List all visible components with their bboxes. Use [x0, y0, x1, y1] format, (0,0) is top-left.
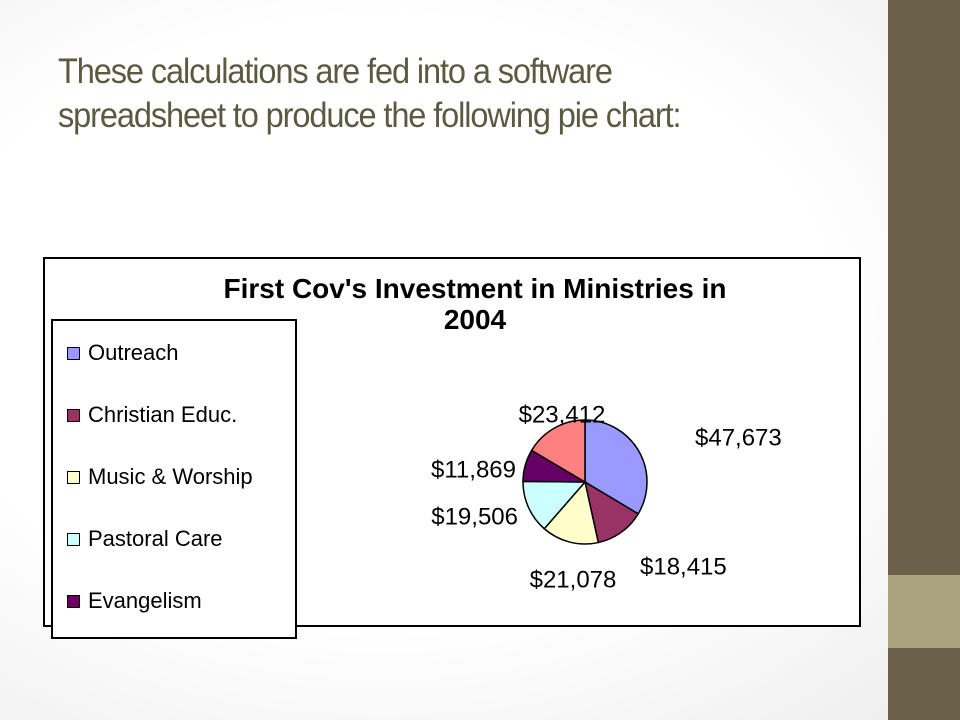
chart-title-line2: 2004 [443, 304, 507, 335]
legend-swatch [67, 346, 80, 360]
legend-item-music-worship: Music & Worship [67, 463, 253, 491]
pie-data-label: $18,415 [640, 553, 727, 580]
legend-swatch [67, 594, 80, 608]
pie-slice [522, 480, 587, 530]
pie-chart: $47,673 $18,415 $21,078 $19,506 $11,869 $23,4… [431, 401, 782, 593]
legend-item-outreach: Outreach [67, 339, 179, 367]
sidebar-light-band [888, 575, 960, 648]
legend-swatch [67, 470, 80, 484]
pie-data-label: $47,673 [695, 424, 782, 451]
slide-title-line2: spreadsheet to produce the following pie… [58, 96, 682, 135]
pie-data-label: $11,869 [431, 456, 516, 483]
legend-swatch [67, 408, 80, 422]
legend-item-evangelism: Evangelism [67, 587, 202, 615]
legend-label: Evangelism [88, 588, 202, 613]
chart-title-line1: First Cov's Investment in Ministries in [223, 273, 727, 304]
sidebar-dark-band [888, 0, 960, 575]
chart-title: First Cov's Investment in Ministries in … [105, 273, 845, 335]
chart-frame: First Cov's Investment in Ministries in … [43, 257, 861, 639]
legend-item-christian-educ: Christian Educ. [67, 401, 237, 429]
chart-legend: Outreach Christian Educ. Music & Worship… [51, 319, 297, 639]
legend-swatch [67, 532, 80, 546]
pie-slice [530, 419, 586, 484]
legend-label: Pastoral Care [88, 526, 223, 551]
pie-data-label: $23,412 [519, 401, 606, 428]
pie-slice [584, 419, 648, 515]
pie-slice [543, 480, 600, 545]
slide-title-line1: These calculations are fed into a softwa… [58, 52, 613, 91]
slide-title: These calculations are fed into a softwa… [58, 50, 802, 138]
legend-label: Outreach [88, 340, 179, 365]
legend-label: Christian Educ. [88, 402, 238, 427]
sidebar-dark-band-bottom [888, 648, 960, 720]
legend-label: Music & Worship [88, 464, 253, 489]
pie-data-label: $21,078 [530, 566, 617, 593]
pie-data-label: $19,506 [431, 503, 518, 530]
legend-item-pastoral-care: Pastoral Care [67, 525, 223, 553]
